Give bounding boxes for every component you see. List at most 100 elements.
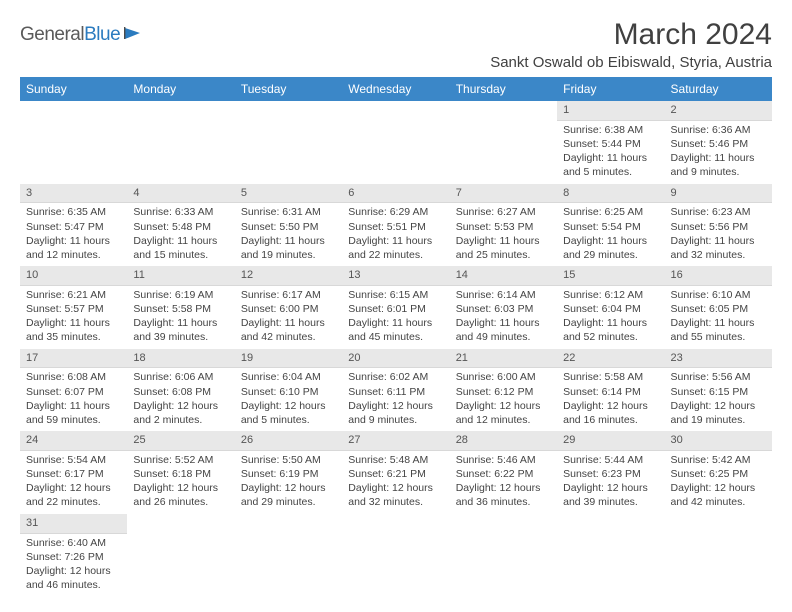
- cell-line: and 55 minutes.: [671, 330, 766, 344]
- cell-line: Sunset: 6:05 PM: [671, 302, 766, 316]
- calendar-cell: 23Sunrise: 5:56 AMSunset: 6:15 PMDayligh…: [665, 349, 772, 432]
- cell-body: Sunrise: 5:52 AMSunset: 6:18 PMDaylight:…: [127, 451, 234, 514]
- calendar-cell: 16Sunrise: 6:10 AMSunset: 6:05 PMDayligh…: [665, 266, 772, 349]
- cell-line: Sunset: 5:44 PM: [563, 137, 658, 151]
- cell-line: Daylight: 11 hours: [671, 316, 766, 330]
- day-number: 21: [450, 349, 557, 369]
- calendar-cell: 2Sunrise: 6:36 AMSunset: 5:46 PMDaylight…: [665, 101, 772, 184]
- cell-line: Sunrise: 6:40 AM: [26, 536, 121, 550]
- calendar-row: 3Sunrise: 6:35 AMSunset: 5:47 PMDaylight…: [20, 184, 772, 267]
- day-number: 12: [235, 266, 342, 286]
- calendar-cell: [450, 514, 557, 597]
- cell-line: Sunset: 6:23 PM: [563, 467, 658, 481]
- cell-line: Sunrise: 6:17 AM: [241, 288, 336, 302]
- cell-line: Daylight: 11 hours: [671, 151, 766, 165]
- calendar-cell: [235, 101, 342, 184]
- day-number: 2: [665, 101, 772, 121]
- cell-body: Sunrise: 6:33 AMSunset: 5:48 PMDaylight:…: [127, 203, 234, 266]
- cell-body: [557, 518, 664, 524]
- calendar-table: Sunday Monday Tuesday Wednesday Thursday…: [20, 77, 772, 596]
- cell-line: and 36 minutes.: [456, 495, 551, 509]
- weekday-header: Wednesday: [342, 77, 449, 101]
- day-number: 9: [665, 184, 772, 204]
- cell-body: [235, 105, 342, 111]
- cell-line: Sunrise: 6:02 AM: [348, 370, 443, 384]
- title-block: March 2024 Sankt Oswald ob Eibiswald, St…: [490, 18, 772, 71]
- day-number: 22: [557, 349, 664, 369]
- cell-line: Daylight: 11 hours: [671, 234, 766, 248]
- cell-line: Sunset: 5:46 PM: [671, 137, 766, 151]
- cell-body: Sunrise: 6:08 AMSunset: 6:07 PMDaylight:…: [20, 368, 127, 431]
- cell-line: Sunset: 6:03 PM: [456, 302, 551, 316]
- cell-line: Daylight: 12 hours: [671, 481, 766, 495]
- logo: GeneralBlue: [20, 18, 144, 46]
- cell-line: and 45 minutes.: [348, 330, 443, 344]
- calendar-cell: 14Sunrise: 6:14 AMSunset: 6:03 PMDayligh…: [450, 266, 557, 349]
- cell-line: Sunrise: 5:52 AM: [133, 453, 228, 467]
- weekday-header-row: Sunday Monday Tuesday Wednesday Thursday…: [20, 77, 772, 101]
- cell-line: Daylight: 11 hours: [133, 316, 228, 330]
- cell-body: Sunrise: 6:27 AMSunset: 5:53 PMDaylight:…: [450, 203, 557, 266]
- cell-line: Daylight: 12 hours: [671, 399, 766, 413]
- cell-line: Sunset: 5:56 PM: [671, 220, 766, 234]
- calendar-cell: 28Sunrise: 5:46 AMSunset: 6:22 PMDayligh…: [450, 431, 557, 514]
- cell-body: Sunrise: 5:58 AMSunset: 6:14 PMDaylight:…: [557, 368, 664, 431]
- logo-word-general: General: [20, 24, 84, 45]
- calendar-cell: 11 Sunrise: 6:19 AMSunset: 5:58 PMDayligh…: [127, 266, 234, 349]
- calendar-cell: 30Sunrise: 5:42 AMSunset: 6:25 PMDayligh…: [665, 431, 772, 514]
- cell-body: [20, 105, 127, 111]
- calendar-cell: [20, 101, 127, 184]
- cell-line: Sunrise: 6:10 AM: [671, 288, 766, 302]
- cell-line: Sunset: 6:21 PM: [348, 467, 443, 481]
- cell-line: and 5 minutes.: [241, 413, 336, 427]
- calendar-cell: 27Sunrise: 5:48 AMSunset: 6:21 PMDayligh…: [342, 431, 449, 514]
- cell-line: and 35 minutes.: [26, 330, 121, 344]
- cell-line: Sunset: 6:17 PM: [26, 467, 121, 481]
- cell-line: Daylight: 11 hours: [563, 151, 658, 165]
- cell-line: Sunrise: 5:58 AM: [563, 370, 658, 384]
- calendar-cell: [127, 101, 234, 184]
- calendar-cell: [665, 514, 772, 597]
- calendar-cell: [342, 514, 449, 597]
- cell-line: Sunset: 6:25 PM: [671, 467, 766, 481]
- day-number: 30: [665, 431, 772, 451]
- cell-body: Sunrise: 5:44 AMSunset: 6:23 PMDaylight:…: [557, 451, 664, 514]
- cell-line: Sunset: 5:47 PM: [26, 220, 121, 234]
- cell-body: Sunrise: 6:04 AMSunset: 6:10 PMDaylight:…: [235, 368, 342, 431]
- day-number: 7: [450, 184, 557, 204]
- cell-line: Sunrise: 6:19 AM: [133, 288, 228, 302]
- calendar-row: 24Sunrise: 5:54 AMSunset: 6:17 PMDayligh…: [20, 431, 772, 514]
- cell-line: Daylight: 12 hours: [26, 481, 121, 495]
- cell-line: Sunrise: 6:06 AM: [133, 370, 228, 384]
- cell-line: Sunset: 5:58 PM: [133, 302, 228, 316]
- calendar-cell: 21Sunrise: 6:00 AMSunset: 6:12 PMDayligh…: [450, 349, 557, 432]
- cell-line: Sunset: 5:53 PM: [456, 220, 551, 234]
- cell-body: Sunrise: 6:02 AMSunset: 6:11 PMDaylight:…: [342, 368, 449, 431]
- cell-line: Sunrise: 6:27 AM: [456, 205, 551, 219]
- cell-line: Daylight: 12 hours: [133, 481, 228, 495]
- day-number: 4: [127, 184, 234, 204]
- cell-line: Daylight: 12 hours: [241, 399, 336, 413]
- calendar-cell: 15Sunrise: 6:12 AMSunset: 6:04 PMDayligh…: [557, 266, 664, 349]
- cell-line: Daylight: 11 hours: [133, 234, 228, 248]
- cell-body: [665, 518, 772, 524]
- cell-line: Daylight: 11 hours: [26, 399, 121, 413]
- cell-body: Sunrise: 6:17 AMSunset: 6:00 PMDaylight:…: [235, 286, 342, 349]
- cell-line: and 22 minutes.: [26, 495, 121, 509]
- cell-line: and 52 minutes.: [563, 330, 658, 344]
- cell-body: Sunrise: 6:06 AMSunset: 6:08 PMDaylight:…: [127, 368, 234, 431]
- cell-body: Sunrise: 5:48 AMSunset: 6:21 PMDaylight:…: [342, 451, 449, 514]
- cell-line: Sunrise: 6:38 AM: [563, 123, 658, 137]
- cell-body: [127, 105, 234, 111]
- day-number: 31: [20, 514, 127, 534]
- weekday-header: Thursday: [450, 77, 557, 101]
- day-number: 11: [127, 266, 234, 286]
- calendar-cell: 4Sunrise: 6:33 AMSunset: 5:48 PMDaylight…: [127, 184, 234, 267]
- month-title: March 2024: [490, 18, 772, 52]
- cell-line: Daylight: 12 hours: [241, 481, 336, 495]
- cell-line: Sunrise: 6:15 AM: [348, 288, 443, 302]
- cell-body: Sunrise: 6:35 AMSunset: 5:47 PMDaylight:…: [20, 203, 127, 266]
- cell-body: Sunrise: 6:10 AMSunset: 6:05 PMDaylight:…: [665, 286, 772, 349]
- calendar-cell: 25Sunrise: 5:52 AMSunset: 6:18 PMDayligh…: [127, 431, 234, 514]
- cell-line: Sunrise: 6:25 AM: [563, 205, 658, 219]
